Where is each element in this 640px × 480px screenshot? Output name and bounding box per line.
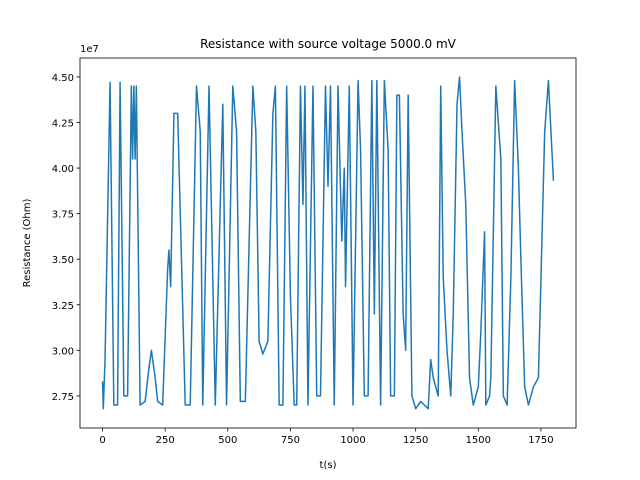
axes-frame <box>79 57 577 429</box>
x-tick-label: 0 <box>99 435 105 446</box>
x-tick-label: 750 <box>281 435 300 446</box>
y-tick-label: 3.75 <box>52 210 74 221</box>
y-tick-label: 4.50 <box>52 73 74 84</box>
y-tick-label: 3.50 <box>52 255 74 266</box>
y-axis-label: Resistance (Ohm) <box>22 198 33 287</box>
y-offset-label: 1e7 <box>80 44 99 55</box>
x-tick-label: 1750 <box>528 435 553 446</box>
data-line <box>101 76 555 410</box>
y-tick-label: 2.75 <box>52 392 74 403</box>
x-tick-label: 1000 <box>340 435 365 446</box>
y-tick-label: 4.25 <box>52 119 74 130</box>
x-tick-label: 500 <box>218 435 237 446</box>
y-tick-label: 3.25 <box>52 301 74 312</box>
x-tick-label: 1500 <box>466 435 491 446</box>
x-tick-label: 250 <box>156 435 175 446</box>
x-axis-label: t(s) <box>320 460 337 471</box>
chart-title: Resistance with source voltage 5000.0 mV <box>200 37 457 51</box>
x-tick-label: 1250 <box>403 435 428 446</box>
y-tick-label: 4.00 <box>52 164 74 175</box>
y-tick-label: 3.00 <box>52 346 74 357</box>
